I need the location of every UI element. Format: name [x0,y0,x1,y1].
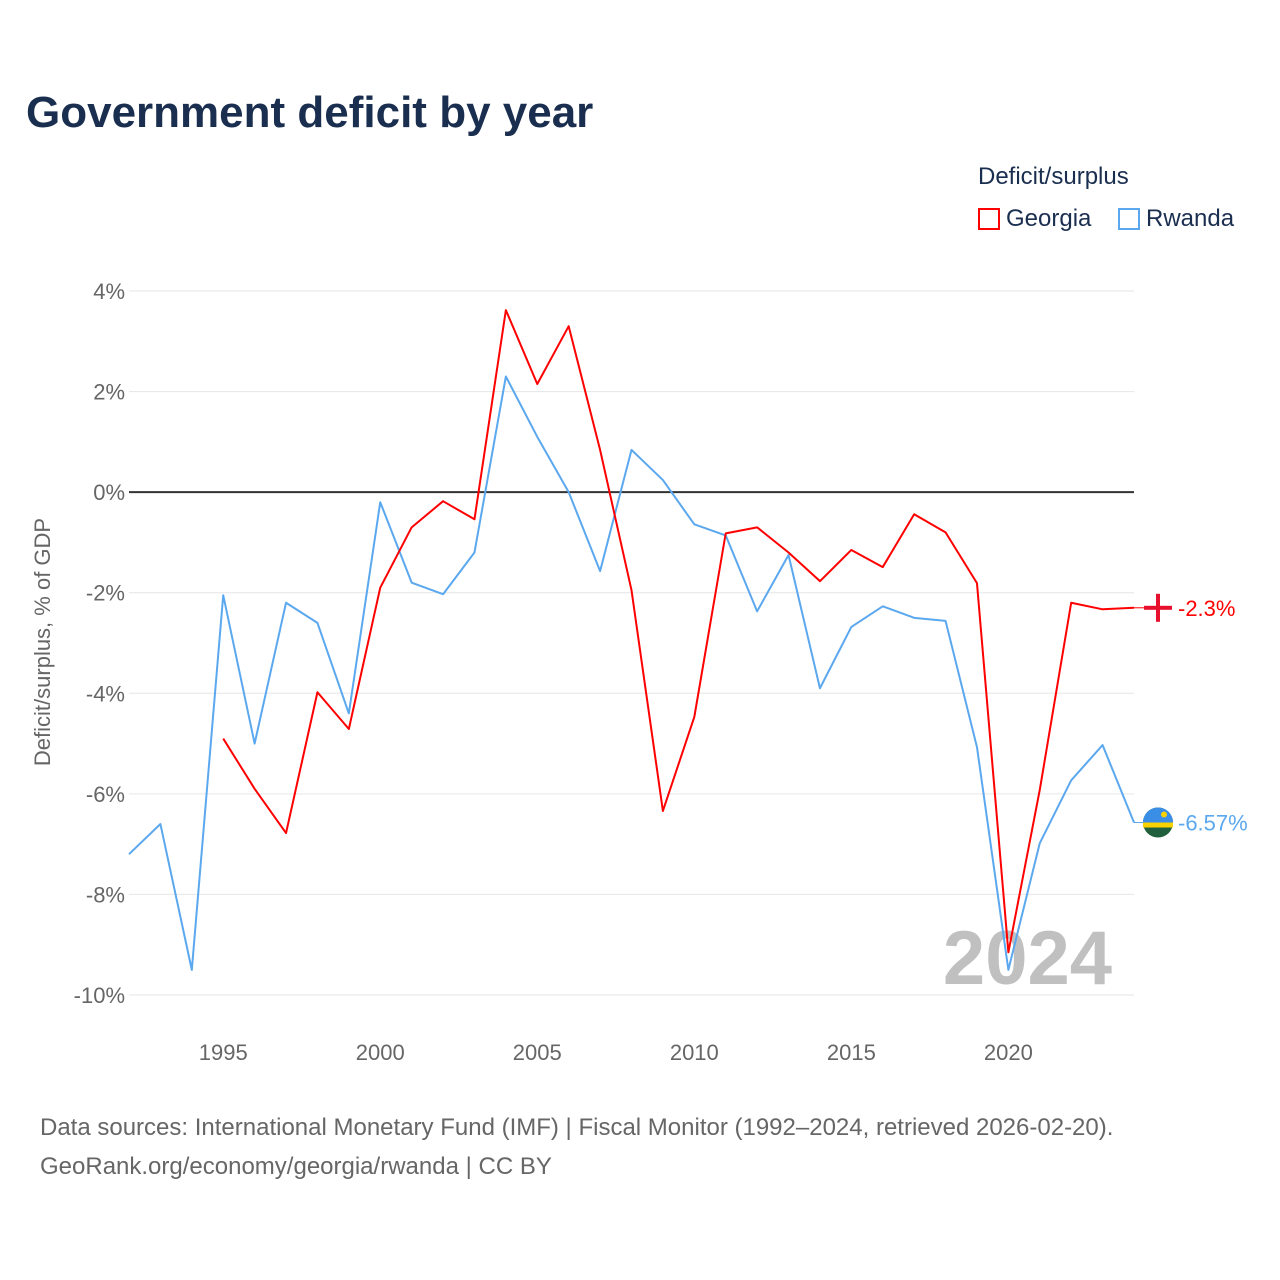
chart-title: Government deficit by year [26,88,594,137]
y-tick-label: 0% [93,480,125,505]
legend-swatch-rwanda [1118,208,1140,230]
legend-item-georgia[interactable]: Georgia [978,205,1091,233]
legend-swatch-georgia [978,208,1000,230]
legend-label: Georgia [1006,205,1092,232]
y-axis-label: Deficit/surplus, % of GDP [30,518,55,766]
source-line: Data sources: International Monetary Fun… [40,1114,1114,1141]
end-value-label: -2.3% [1178,596,1235,621]
x-tick-label: 2000 [356,1040,405,1065]
y-tick-label: -10% [74,983,125,1008]
series-line-georgia [222,309,1135,954]
flag-sun [1161,811,1167,818]
flag-yellow [1143,822,1173,828]
x-tick-label: 2020 [984,1040,1033,1065]
legend-item-rwanda[interactable]: Rwanda [1118,205,1234,233]
series-line-rwanda [128,375,1135,971]
year-watermark: 2024 [943,916,1112,1001]
y-tick-label: -4% [86,681,125,706]
source-note: Data sources: International Monetary Fun… [40,1108,1113,1186]
x-tick-label: 1995 [199,1040,248,1065]
y-tick-label: 4% [93,279,125,304]
legend-title: Deficit/surplus [978,163,1129,190]
end-value-label: -6.57% [1178,811,1248,836]
source-link[interactable]: GeoRank.org/economy/georgia/rwanda | CC … [40,1153,552,1180]
y-tick-label: -8% [86,882,125,907]
y-tick-label: -6% [86,782,125,807]
x-tick-label: 2010 [670,1040,719,1065]
y-tick-label: 2% [93,380,125,405]
flag-blue [1143,807,1173,823]
y-tick-label: -2% [86,581,125,606]
flag-cross [1144,605,1172,610]
x-tick-label: 2005 [513,1040,562,1065]
legend-label: Rwanda [1146,205,1235,232]
x-tick-label: 2015 [827,1040,876,1065]
